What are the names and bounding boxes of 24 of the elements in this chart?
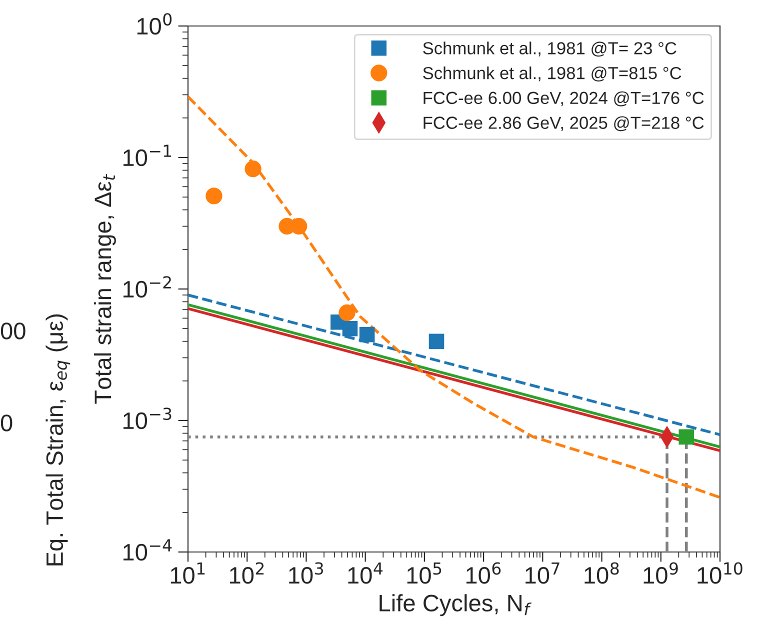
y-tick-label: 10$^{−2}$: [124, 276, 171, 298]
legend-label: FCC-ee 6.00 GeV, 2024 @T=176 °C: [424, 91, 704, 106]
legend-label: Schmunk et al., 1981 @T= 23 °C: [423, 42, 676, 57]
x-tick-label: 10$^{4}$: [348, 562, 383, 584]
x-tick-label: 10$^{2}$: [230, 562, 264, 584]
x-tick-label: 10$^{7}$: [526, 562, 560, 584]
legend-label: FCC-ee 2.86 GeV, 2025 @T=218 °C: [424, 116, 704, 132]
text: 00: [0, 322, 26, 340]
y-tick-label: 10$^{0}$: [137, 13, 172, 35]
x-tick-label: 10$^{10}$: [698, 562, 742, 584]
x-tick-label: 10$^{8}$: [584, 562, 619, 584]
x-tick-label: 10$^{3}$: [289, 562, 324, 584]
y-tick-label: 10$^{−3}$: [124, 408, 172, 430]
legend-label: Schmunk et al., 1981 @T=815 °C: [423, 66, 682, 82]
y-axis-title: Total strain range, Δε$_{t}$: [94, 174, 116, 404]
x-tick-label: 10$^{9}$: [644, 562, 678, 584]
x-tick-label: 10$^{5}$: [407, 562, 442, 584]
y-tick-label: 10$^{−4}$: [124, 539, 172, 561]
x-axis-title: Life Cycles, N$_{f}$: [380, 594, 532, 616]
y-tick-label: 10$^{−1}$: [124, 144, 172, 166]
x-tick-label: 10$^{6}$: [466, 562, 501, 584]
text: Eq. Total Strain, ε$_{eq}$ (με): [46, 314, 70, 566]
text: 0: [0, 414, 12, 432]
x-tick-label: 10$^{1}$: [170, 562, 205, 584]
